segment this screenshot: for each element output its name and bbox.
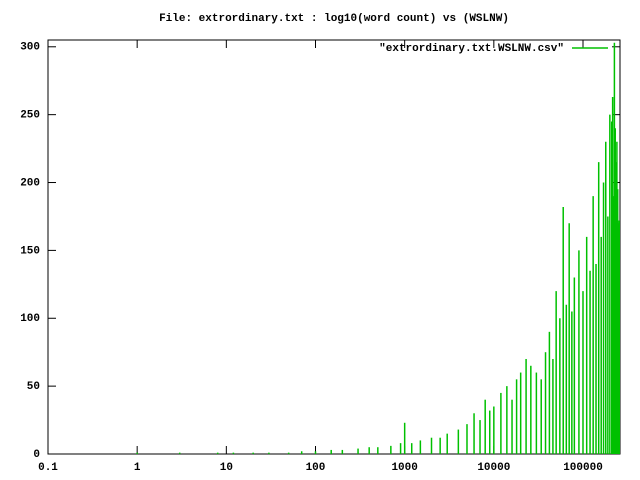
y-tick-label: 250	[20, 110, 40, 122]
chart-title: File: extrordinary.txt : log10(word coun…	[159, 13, 509, 25]
y-tick-label: 150	[20, 245, 40, 257]
x-tick-label: 100000	[563, 462, 603, 474]
x-tick-label: 1000	[391, 462, 417, 474]
y-tick-label: 200	[20, 177, 40, 189]
x-tick-label: 0.1	[38, 462, 58, 474]
plot-frame	[47, 39, 621, 455]
y-tick-label: 50	[27, 381, 40, 393]
y-tick-label: 300	[20, 42, 40, 54]
x-tick-label: 100	[306, 462, 326, 474]
legend-label: "extrordinary.txt.WSLNW.csv"	[379, 43, 564, 55]
x-tick-label: 10	[220, 462, 233, 474]
y-tick-label: 0	[33, 449, 40, 461]
x-tick-label: 10000	[477, 462, 510, 474]
y-tick-label: 100	[20, 313, 40, 325]
x-tick-label: 1	[134, 462, 141, 474]
